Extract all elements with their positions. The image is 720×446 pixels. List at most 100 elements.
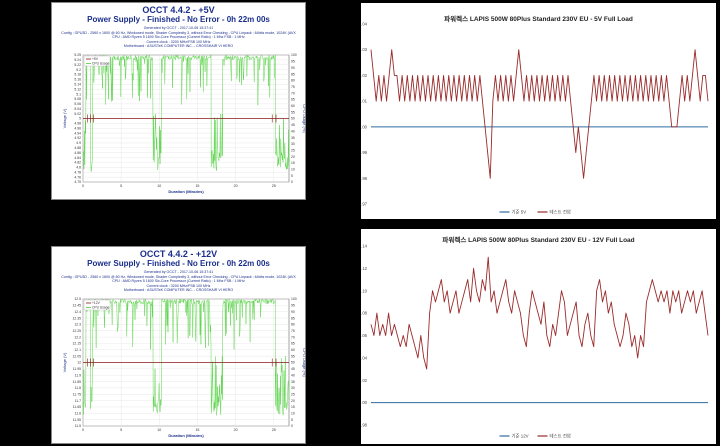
y2-tick-label: 0 [291, 424, 293, 428]
chart-title: OCCT 4.4.2 - +5V [142, 5, 215, 15]
info-line: Config : GPU3D - 2560 x 1600 @ 60 Hz, Wi… [61, 274, 296, 279]
y-tick-label: 4.98 [74, 122, 81, 126]
series-test-voltage [370, 49, 709, 179]
y-axis-label: Voltage (V) [62, 352, 67, 372]
y2-axis-label: CPU Usage (%) [302, 348, 305, 377]
y2-tick-label: 45 [291, 123, 295, 127]
legend-box [83, 299, 111, 311]
y-tick-label: 12.4 [74, 310, 81, 314]
x-tick-label: 10 [157, 428, 161, 432]
y-tick-label: 11.85 [73, 380, 81, 384]
y2-tick-label: 100 [291, 53, 297, 57]
y-tick-label: 5.22 [74, 63, 81, 67]
y2-tick-label: 5 [291, 418, 293, 422]
y-tick-label: 4.76 [74, 175, 81, 179]
y-tick-label: 5.14 [74, 83, 81, 87]
y-tick-label: 5.18 [74, 73, 81, 77]
y-tick-label: 5.04 [361, 22, 368, 27]
y2-tick-label: 50 [291, 361, 295, 365]
kr-5v-plot: 5.04 5.03 5.02 5.01 5.00 4.99 4.98 4.97 기준 5V 테스트… [361, 22, 709, 216]
y-tick-label: 12.3 [74, 323, 81, 327]
series-cpu-usage [82, 54, 290, 173]
legend-label: CPU Usage [92, 62, 110, 66]
info-line: Motherboard : ASUSTeK COMPUTER INC. - CR… [123, 288, 234, 293]
y2-tick-label: 60 [291, 348, 295, 352]
y2-tick-label: 25 [291, 392, 295, 396]
y-tick-label: 12.1 [74, 348, 81, 352]
y-tick-label: 5.04 [74, 107, 81, 111]
legend-label: 테스트 전압 [550, 209, 571, 216]
y-tick-label: 11.7 [75, 399, 81, 403]
y2-tick-label: 85 [291, 72, 295, 76]
y-tick-label: 12.10 [361, 288, 368, 293]
chart-info: Generated by OCCT - 2017-10-06 15:37:41 … [52, 270, 305, 293]
y-tick-label: 5.01 [361, 99, 368, 104]
y2-tick-label: 20 [291, 399, 295, 403]
info-line: Current clock : 3200 MHz/FSB 100 MHz [146, 39, 211, 44]
x-tick-label: 25 [272, 184, 276, 188]
y-tick-label: 4.82 [74, 161, 81, 165]
y-tick-label: 4.97 [361, 202, 368, 207]
y-tick-label: 5.12 [74, 87, 81, 91]
y-tick-label: 12.12 [361, 266, 368, 271]
y-tick-label: 4.9 [76, 141, 81, 145]
y-tick-label: 11.5 [75, 424, 81, 428]
y-tick-label: 5.00 [361, 124, 368, 129]
chart-title: OCCT 4.4.2 - +12V [139, 249, 218, 259]
y-tick-label: 5.02 [74, 112, 81, 116]
y-tick-label: 12.35 [73, 316, 82, 320]
y-tick-label: 4.98 [361, 176, 368, 181]
info-line: Current clock : 3200 MHz/FSB 100 MHz [146, 283, 211, 288]
y2-tick-label: 90 [291, 66, 295, 70]
info-line: CPU : AMD Ryzen 5 1600 Six-Core Processo… [112, 279, 245, 284]
chart-info: Generated by OCCT - 2017-10-06 15:37:41 … [52, 26, 305, 49]
y-tick-label: 5.02 [361, 73, 368, 78]
y-tick-label: 5.08 [74, 97, 81, 101]
x-tick-label: 25 [272, 428, 276, 432]
kr-12v-plot: 12.14 12.12 12.10 12.08 12.06 12.04 12.02 12.00… [361, 244, 709, 440]
x-tick-label: 15 [195, 428, 199, 432]
x-tick-label: 0 [82, 428, 84, 432]
y-tick-label: 5.1 [76, 92, 81, 96]
x-axis-label: Duration (Minutes) [168, 189, 204, 194]
y2-tick-label: 10 [291, 412, 295, 416]
y2-tick-label: 20 [291, 155, 295, 159]
y-tick-label: 4.92 [74, 136, 81, 140]
y-tick-label: 11.6 [75, 412, 81, 416]
y2-tick-label: 80 [291, 323, 295, 327]
y2-tick-label: 25 [291, 148, 295, 152]
y2-tick-label: 5 [291, 174, 293, 178]
y2-tick-label: 35 [291, 136, 295, 140]
y-tick-label: 12.45 [73, 304, 82, 308]
y2-tick-label: 90 [291, 310, 295, 314]
y-tick-label: 11.65 [73, 405, 81, 409]
y2-tick-label: 15 [291, 161, 295, 165]
kr-12v-panel: 파워렉스 LAPIS 500W 80Plus Standard 230V EU … [361, 229, 716, 444]
y2-tick-label: 80 [291, 79, 295, 83]
legend-label: +5V [92, 57, 99, 61]
y2-tick-label: 75 [291, 329, 295, 333]
y-tick-label: 12.02 [361, 378, 368, 383]
occt-5v-plot: 5.255.245.225.25.185.165.145.125.15.085.… [62, 53, 305, 194]
x-tick-label: 5 [120, 184, 122, 188]
y-tick-label: 5.06 [74, 102, 81, 106]
legend-label: +12V [92, 301, 101, 305]
x-tick-label: 15 [195, 184, 199, 188]
y2-tick-label: 100 [291, 297, 297, 301]
series-test-voltage [370, 256, 709, 370]
info-line: Generated by OCCT - 2017-10-06 15:37:41 [143, 26, 214, 30]
y-tick-label: 5 [79, 117, 81, 121]
y-tick-label: 5.16 [74, 78, 81, 82]
chart-subtitle: Power Supply - Finished - No Error - 0h … [87, 15, 270, 24]
y-tick-label: 5.03 [361, 47, 368, 52]
occt-12v-plot: 12.512.4512.412.3512.312.2512.212.1512.1… [62, 297, 305, 438]
y-tick-label: 12.14 [361, 244, 368, 249]
y-tick-label: 5.25 [74, 53, 81, 57]
legend-label: 기준 12V [512, 433, 529, 440]
y-tick-label: 4.94 [74, 131, 81, 135]
series-cpu-usage [82, 298, 290, 416]
y2-tick-label: 45 [291, 367, 295, 371]
y-tick-label: 11.75 [73, 392, 81, 396]
y-tick-label: 12.05 [73, 354, 82, 358]
legend-label: 테스트 전압 [550, 433, 571, 440]
